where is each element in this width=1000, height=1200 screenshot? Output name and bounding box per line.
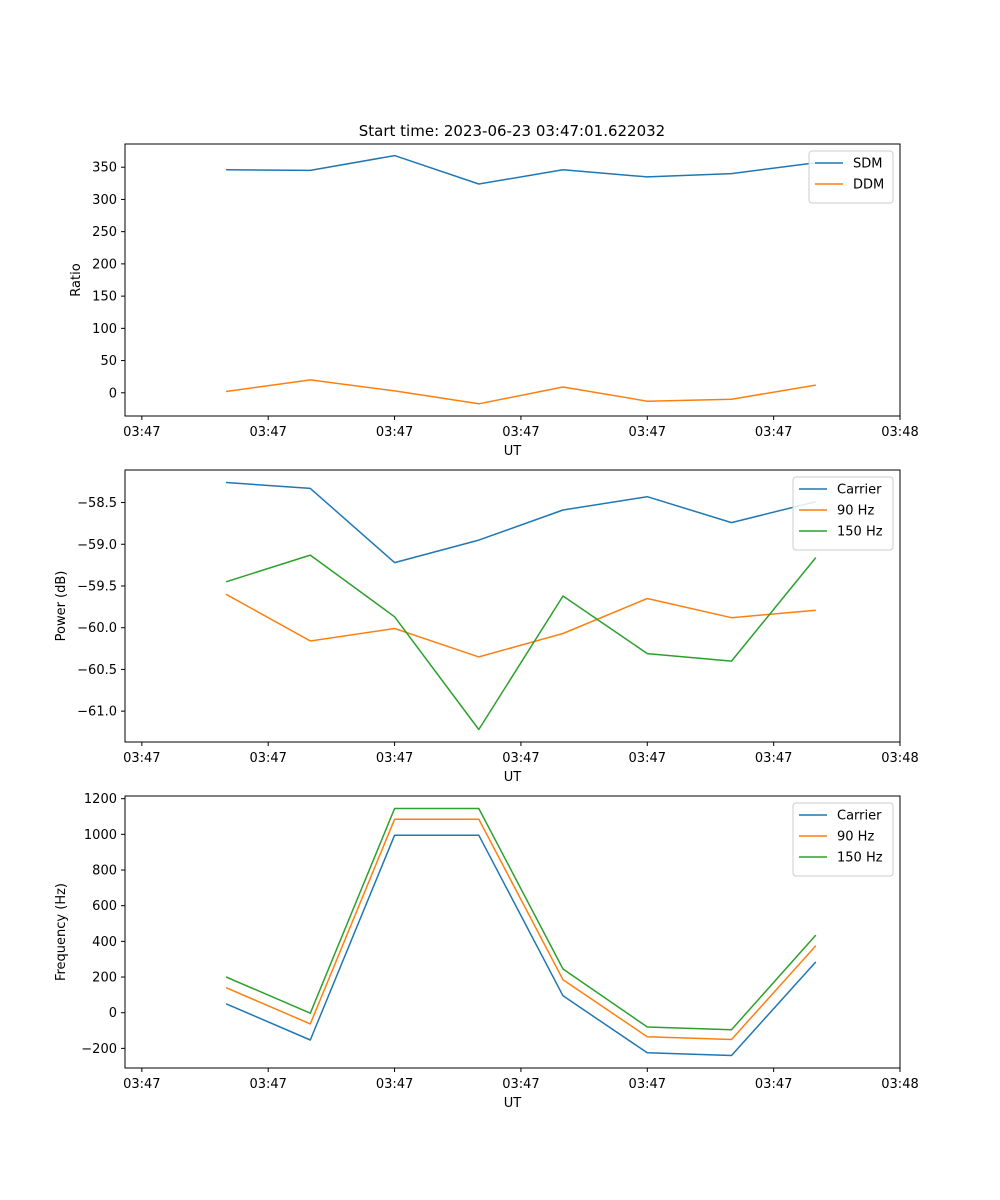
y-axis-label: Ratio	[69, 263, 84, 296]
y-tick-label: −61.0	[77, 705, 117, 720]
x-tick-label: 03:48	[881, 1077, 918, 1092]
series-line-1	[226, 154, 816, 185]
x-tick-label: 03:47	[502, 751, 539, 766]
y-tick-label: −60.0	[77, 621, 117, 636]
x-tick-label: 03:47	[629, 425, 666, 440]
x-tick-label: 03:47	[376, 1077, 413, 1092]
y-tick-label: 300	[92, 193, 117, 208]
y-tick-label: 200	[92, 971, 117, 986]
y-tick-label: 150	[92, 290, 117, 305]
legend-label: Carrier	[837, 809, 882, 824]
x-tick-label: 03:47	[123, 425, 160, 440]
y-tick-label: 100	[92, 322, 117, 337]
chart-panel-3: 03:47 03:47 03:47 03:47 03:47 03:47 03:48 −200 0…	[54, 792, 919, 1111]
legend-label: 150 Hz	[837, 851, 883, 866]
x-tick-label: 03:47	[502, 425, 539, 440]
chart-panel-1: 03:47 03:47 03:47 03:47 03:47 03:47 03:48 0 50 10…	[69, 143, 919, 459]
legend-label: 90 Hz	[837, 504, 874, 519]
series-line-2	[225, 593, 816, 658]
x-tick-label: 03:47	[249, 751, 286, 766]
x-tick-label: 03:47	[755, 751, 792, 766]
legend: Carrier 90 Hz 150 Hz	[792, 802, 894, 877]
x-tick-label: 03:47	[123, 1077, 160, 1092]
y-tick-label: 600	[92, 899, 117, 914]
legend: SDM DDM	[808, 150, 894, 204]
chart-panel-2: 03:47 03:47 03:47 03:47 03:47 03:47 03:48 −61.0…	[54, 469, 919, 785]
y-tick-label: 800	[92, 864, 117, 879]
x-tick-label: 03:48	[881, 425, 918, 440]
y-tick-label: 1200	[84, 792, 117, 807]
y-tick-label: −58.5	[77, 496, 117, 511]
y-tick-label: 350	[92, 161, 117, 176]
y-tick-label: 50	[100, 354, 117, 369]
x-tick-label: 03:47	[249, 425, 286, 440]
x-tick-label: 03:47	[755, 1077, 792, 1092]
y-tick-label: −60.5	[77, 663, 117, 678]
legend-label: Carrier	[837, 483, 882, 498]
x-axis-label: UT	[504, 1096, 522, 1111]
plot-frame	[124, 469, 901, 743]
x-tick-label: 03:47	[755, 425, 792, 440]
legend: Carrier 90 Hz 150 Hz	[792, 476, 894, 551]
plot-frame	[124, 795, 901, 1069]
y-tick-label: 200	[92, 257, 117, 272]
series-line-3	[225, 554, 817, 731]
legend-label: 150 Hz	[837, 525, 883, 540]
x-tick-label: 03:47	[629, 751, 666, 766]
x-tick-label: 03:48	[881, 751, 918, 766]
legend-label: DDM	[853, 178, 884, 193]
series-line-2	[225, 818, 817, 1041]
plot-frame	[124, 143, 901, 417]
y-tick-label: 1000	[84, 828, 117, 843]
series-line-3	[225, 807, 817, 1031]
y-tick-label: −59.5	[77, 579, 117, 594]
x-tick-label: 03:47	[249, 1077, 286, 1092]
y-tick-label: −200	[81, 1042, 117, 1057]
x-tick-label: 03:47	[376, 751, 413, 766]
series-line-2	[225, 379, 816, 405]
y-tick-label: 0	[109, 386, 117, 401]
x-tick-label: 03:47	[376, 425, 413, 440]
legend-box	[808, 150, 894, 204]
x-axis-label: UT	[504, 444, 522, 459]
y-tick-label: 0	[109, 1006, 117, 1021]
series-line-1	[226, 481, 816, 564]
legend-label: 90 Hz	[837, 830, 874, 845]
series-line-1	[225, 834, 817, 1057]
charts-container: 03:47 03:47 03:47 03:47 03:47 03:47 03:48 0 50 10…	[54, 143, 919, 1111]
figure-title: Start time: 2023-06-23 03:47:01.622032	[359, 122, 665, 140]
x-axis-label: UT	[504, 770, 522, 785]
y-axis-label: Power (dB)	[54, 571, 69, 642]
y-axis-label: Frequency (Hz)	[54, 883, 69, 981]
x-tick-label: 03:47	[629, 1077, 666, 1092]
y-tick-label: −59.0	[77, 538, 117, 553]
legend-label: SDM	[853, 157, 882, 172]
x-tick-label: 03:47	[502, 1077, 539, 1092]
y-tick-label: 250	[92, 225, 117, 240]
y-tick-label: 400	[92, 935, 117, 950]
x-tick-label: 03:47	[123, 751, 160, 766]
